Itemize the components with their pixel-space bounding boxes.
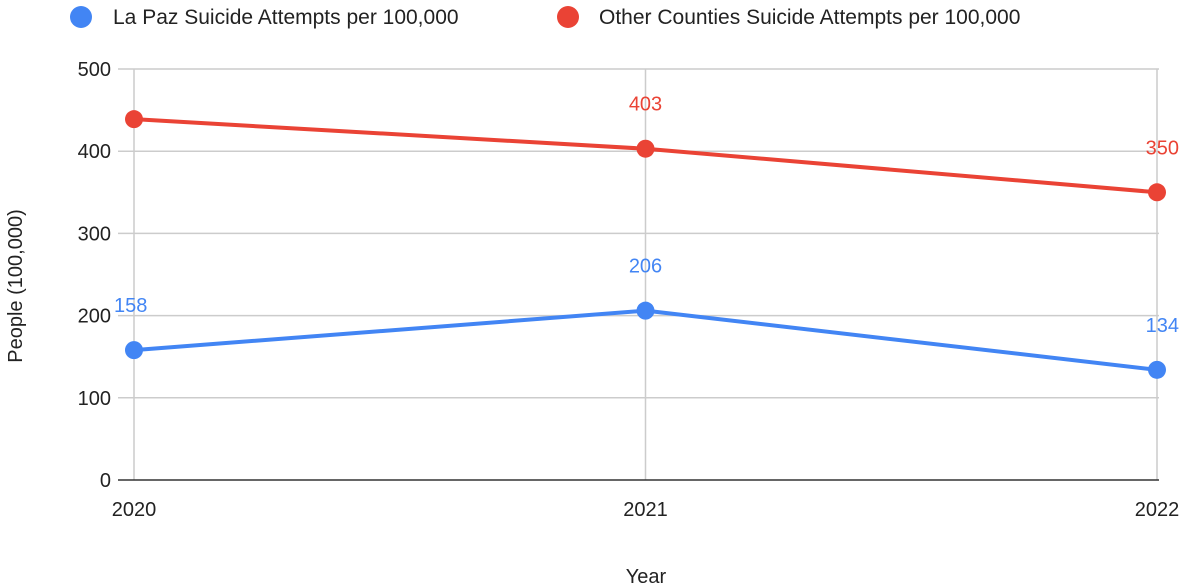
y-tick-label-200: 200 [78, 306, 111, 328]
legend: La Paz Suicide Attempts per 100,000 Othe… [70, 6, 1020, 29]
data-label-other-counties-2021: 403 [629, 94, 662, 116]
data-labels: 158 206 134 403 350 [114, 94, 1179, 337]
data-label-la-paz-2022: 134 [1146, 315, 1179, 337]
legend-swatch-other-counties [557, 6, 579, 28]
legend-swatch-la-paz [70, 6, 92, 28]
gridlines [118, 68, 1159, 480]
data-point-other-counties-2021[interactable] [636, 139, 655, 158]
data-label-la-paz-2020: 158 [114, 295, 147, 317]
data-point-la-paz-2022[interactable] [1148, 360, 1166, 379]
y-tick-label-500: 500 [78, 59, 111, 81]
y-tick-label-400: 400 [78, 141, 111, 163]
data-point-other-counties-2020[interactable] [125, 110, 143, 129]
x-axis-title: Year [626, 566, 667, 588]
data-point-other-counties-2022[interactable] [1148, 183, 1166, 202]
y-axis-title: People (100,000) [5, 209, 27, 362]
legend-item-la-paz[interactable]: La Paz Suicide Attempts per 100,000 [70, 6, 459, 29]
data-point-la-paz-2021[interactable] [636, 301, 655, 320]
data-label-la-paz-2021: 206 [629, 256, 662, 278]
x-tick-label-2021: 2021 [623, 499, 668, 521]
legend-label-la-paz: La Paz Suicide Attempts per 100,000 [113, 6, 459, 29]
y-tick-label-0: 0 [100, 470, 111, 492]
x-tick-label-2022: 2022 [1135, 499, 1179, 521]
axes: 0 100 200 300 400 500 2020 2021 2022 [78, 59, 1179, 521]
series-lines [125, 110, 1166, 379]
x-tick-label-2020: 2020 [112, 499, 157, 521]
y-tick-label-300: 300 [78, 223, 111, 245]
legend-label-other-counties: Other Counties Suicide Attempts per 100,… [599, 6, 1020, 29]
data-label-other-counties-2022: 350 [1146, 137, 1179, 159]
y-tick-label-100: 100 [78, 388, 111, 410]
legend-item-other-counties[interactable]: Other Counties Suicide Attempts per 100,… [557, 6, 1020, 29]
data-point-la-paz-2020[interactable] [125, 341, 143, 360]
